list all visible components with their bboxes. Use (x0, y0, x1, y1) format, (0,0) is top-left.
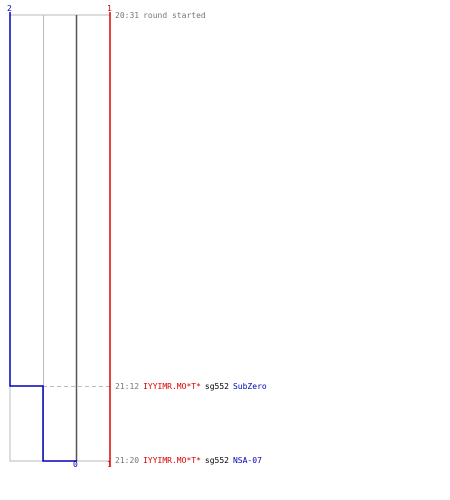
team-b-start-count: 1 (107, 4, 112, 13)
graph-frame (9, 14, 111, 462)
event-row: 21:12 IYYIMR.MO*T* sg552 SubZero (115, 382, 271, 391)
event-time: 21:12 (115, 382, 140, 391)
team-a-line (9, 12, 77, 462)
team-a-end-count: 0 (73, 460, 78, 469)
victim-name: SubZero (232, 382, 267, 391)
weapon-name: sg552 (204, 456, 229, 465)
team-a-start-count: 2 (7, 4, 12, 13)
team-b-end-count: 1 (107, 460, 112, 469)
event-row: 21:20 IYYIMR.MO*T* sg552 NSA-07 (115, 456, 266, 465)
event-row: 20:31 round started (115, 11, 210, 20)
event-time: 20:31 (115, 11, 140, 20)
attacker-name: IYYIMR.MO*T* (143, 382, 201, 391)
weapon-name: sg552 (204, 382, 229, 391)
victim-name: NSA-07 (232, 456, 262, 465)
attacker-name: IYYIMR.MO*T* (143, 456, 201, 465)
event-text: round started (143, 11, 206, 20)
event-time: 21:20 (115, 456, 140, 465)
